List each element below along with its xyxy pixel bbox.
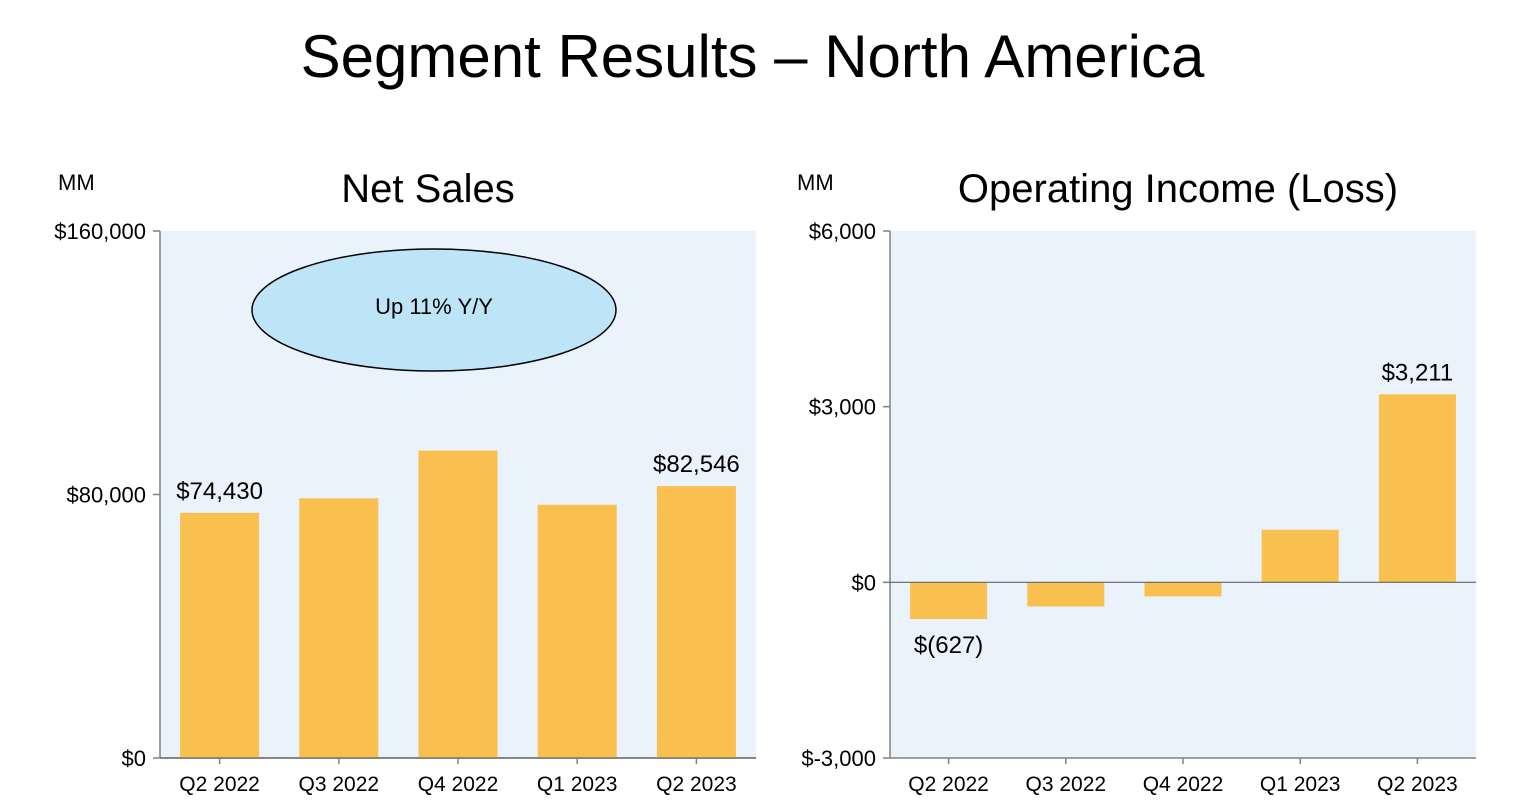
operating-income-y-tick-label: $3,000 <box>809 395 876 420</box>
operating-income-chart-title: Operating Income (Loss) <box>957 167 1399 211</box>
operating-income-bar <box>1261 529 1339 583</box>
operating-income-y-tick-label: $6,000 <box>809 219 876 244</box>
net-sales-y-tick-label: $160,000 <box>54 219 146 244</box>
net-sales-x-tick-label: Q3 2022 <box>299 773 380 796</box>
operating-income-y-tick-label: $-3,000 <box>801 746 876 771</box>
operating-income-bar <box>1027 582 1105 607</box>
net-sales-data-label: $82,546 <box>653 451 740 478</box>
operating-income-x-tick-label: Q3 2022 <box>1026 773 1107 796</box>
net-sales-x-tick-label: Q1 2023 <box>537 773 618 796</box>
net-sales-bar <box>537 504 617 758</box>
net-sales-x-tick-label: Q4 2022 <box>418 773 499 796</box>
net-sales-x-tick-label: Q2 2023 <box>656 773 737 796</box>
operating-income-x-tick-label: Q4 2022 <box>1143 773 1224 796</box>
net-sales-unit-label: MM <box>58 170 95 195</box>
net-sales-annotation-text: Up 11% Y/Y <box>375 294 493 319</box>
net-sales-annotation-ellipse <box>251 248 617 372</box>
operating-income-y-tick-label: $0 <box>852 570 876 595</box>
operating-income-x-tick-label: Q2 2023 <box>1377 773 1458 796</box>
net-sales-bar <box>180 512 260 758</box>
net-sales-y-tick-label: $80,000 <box>66 483 146 508</box>
operating-income-unit-label: MM <box>797 170 834 195</box>
net-sales-bar <box>299 498 379 758</box>
net-sales-chart-title: Net Sales <box>341 167 515 211</box>
net-sales-bar <box>418 450 498 758</box>
operating-income-data-label: $3,211 <box>1382 359 1454 386</box>
operating-income-bar <box>1144 582 1222 597</box>
net-sales-data-label: $74,430 <box>176 478 263 505</box>
slide-title: Segment Results – North America <box>300 23 1205 90</box>
operating-income-x-tick-label: Q1 2023 <box>1260 773 1341 796</box>
operating-income-data-label: $(627) <box>914 632 983 659</box>
operating-income-x-tick-label: Q2 2022 <box>908 773 989 796</box>
net-sales-y-tick-label: $0 <box>122 746 146 771</box>
net-sales-x-tick-label: Q2 2022 <box>179 773 260 796</box>
operating-income-plot-area <box>890 231 1476 758</box>
net-sales-bar <box>656 486 736 758</box>
operating-income-bar <box>910 582 988 620</box>
operating-income-bar <box>1378 394 1456 583</box>
